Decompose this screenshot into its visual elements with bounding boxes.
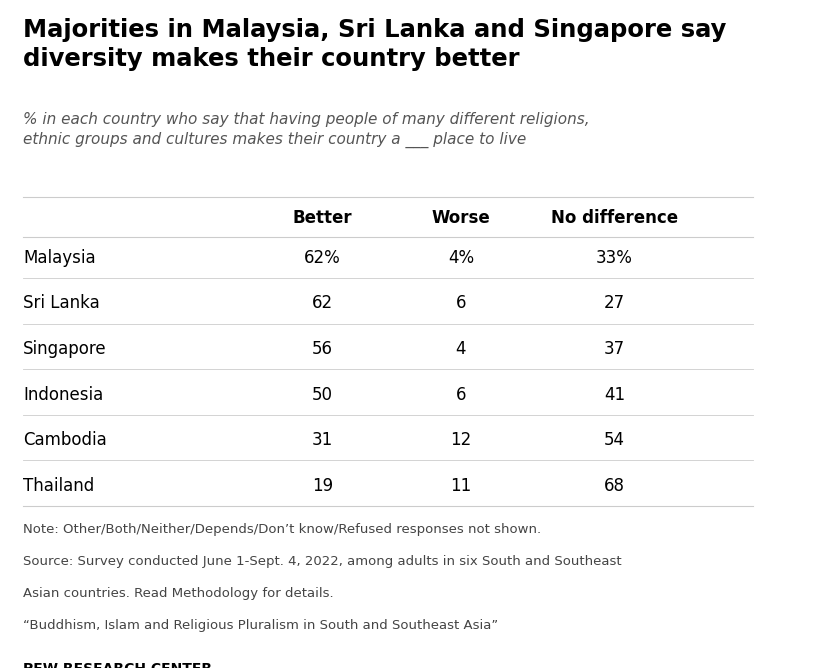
Text: 4%: 4% (448, 249, 474, 267)
Text: Cambodia: Cambodia (23, 431, 107, 449)
Text: 50: 50 (312, 385, 333, 403)
Text: 12: 12 (450, 431, 471, 449)
Text: Note: Other/Both/Neither/Depends/Don’t know/Refused responses not shown.: Note: Other/Both/Neither/Depends/Don’t k… (23, 523, 541, 536)
Text: 41: 41 (604, 385, 625, 403)
Text: 19: 19 (312, 477, 333, 494)
Text: No difference: No difference (551, 210, 678, 228)
Text: Malaysia: Malaysia (23, 249, 96, 267)
Text: Majorities in Malaysia, Sri Lanka and Singapore say
diversity makes their countr: Majorities in Malaysia, Sri Lanka and Si… (23, 18, 727, 71)
Text: Asian countries. Read Methodology for details.: Asian countries. Read Methodology for de… (23, 587, 333, 600)
Text: PEW RESEARCH CENTER: PEW RESEARCH CENTER (23, 663, 213, 668)
Text: Better: Better (293, 210, 353, 228)
Text: “Buddhism, Islam and Religious Pluralism in South and Southeast Asia”: “Buddhism, Islam and Religious Pluralism… (23, 619, 498, 633)
Text: Worse: Worse (432, 210, 491, 228)
Text: 54: 54 (604, 431, 625, 449)
Text: 33%: 33% (596, 249, 633, 267)
Text: 6: 6 (455, 295, 466, 313)
Text: Thailand: Thailand (23, 477, 94, 494)
Text: Sri Lanka: Sri Lanka (23, 295, 100, 313)
Text: 31: 31 (312, 431, 333, 449)
Text: 27: 27 (604, 295, 625, 313)
Text: 4: 4 (455, 340, 466, 358)
Text: Indonesia: Indonesia (23, 385, 103, 403)
Text: 62: 62 (312, 295, 333, 313)
Text: 6: 6 (455, 385, 466, 403)
Text: Source: Survey conducted June 1-Sept. 4, 2022, among adults in six South and Sou: Source: Survey conducted June 1-Sept. 4,… (23, 555, 622, 568)
Text: 62%: 62% (304, 249, 341, 267)
Text: Singapore: Singapore (23, 340, 107, 358)
Text: 37: 37 (604, 340, 625, 358)
Text: % in each country who say that having people of many different religions,
ethnic: % in each country who say that having pe… (23, 112, 590, 148)
Text: 56: 56 (312, 340, 333, 358)
Text: 68: 68 (604, 477, 625, 494)
Text: 11: 11 (450, 477, 471, 494)
